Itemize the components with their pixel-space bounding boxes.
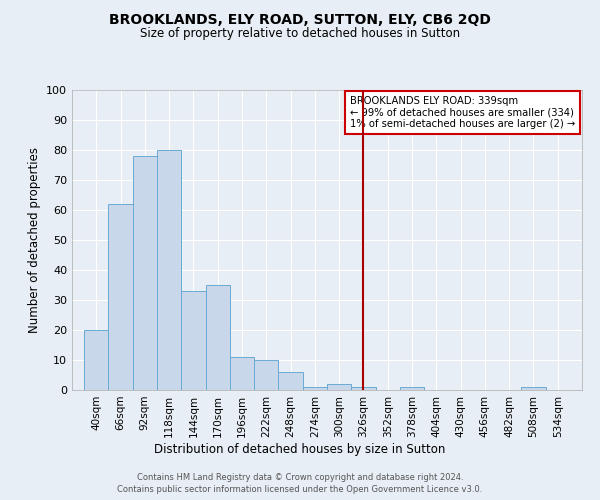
Bar [230,357,254,390]
Text: Size of property relative to detached houses in Sutton: Size of property relative to detached ho… [140,28,460,40]
Bar [206,285,230,390]
Bar [303,387,327,390]
Bar [327,384,351,390]
Bar [351,387,376,390]
Text: BROOKLANDS ELY ROAD: 339sqm
← 99% of detached houses are smaller (334)
1% of sem: BROOKLANDS ELY ROAD: 339sqm ← 99% of det… [350,96,575,129]
Bar [181,291,206,390]
Bar [254,360,278,390]
Text: Distribution of detached houses by size in Sutton: Distribution of detached houses by size … [154,442,446,456]
Y-axis label: Number of detached properties: Number of detached properties [28,147,41,333]
Bar [109,204,133,390]
Bar [521,387,545,390]
Text: Contains public sector information licensed under the Open Government Licence v3: Contains public sector information licen… [118,485,482,494]
Text: Contains HM Land Registry data © Crown copyright and database right 2024.: Contains HM Land Registry data © Crown c… [137,472,463,482]
Bar [278,372,303,390]
Bar [133,156,157,390]
Bar [157,150,181,390]
Bar [84,330,109,390]
Bar [400,387,424,390]
Text: BROOKLANDS, ELY ROAD, SUTTON, ELY, CB6 2QD: BROOKLANDS, ELY ROAD, SUTTON, ELY, CB6 2… [109,12,491,26]
